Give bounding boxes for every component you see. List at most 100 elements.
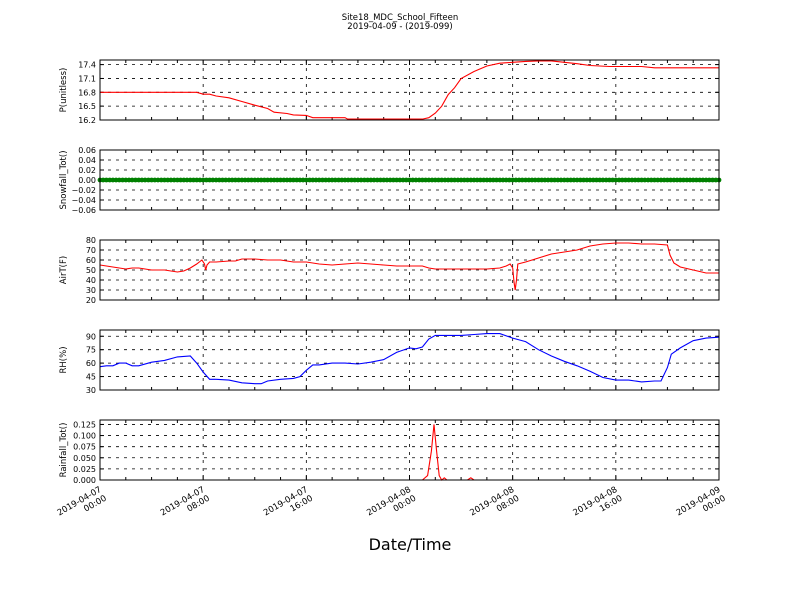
x-tick-label: 2019-04-0800:00 — [365, 485, 418, 527]
data-point — [278, 177, 283, 183]
y-tick-label: 90 — [86, 332, 96, 341]
data-point — [358, 177, 364, 183]
y-tick-label: 16.5 — [78, 102, 96, 111]
data-point — [197, 177, 203, 183]
y-axis-label: AirT(F) — [59, 256, 69, 284]
data-point — [384, 177, 390, 183]
x-tick-label: 2019-04-0808:00 — [468, 485, 521, 527]
data-point — [371, 177, 377, 183]
data-point — [519, 177, 525, 183]
data-point — [223, 177, 229, 183]
data-point — [184, 177, 190, 183]
y-tick-label: 75 — [86, 346, 96, 355]
panel-frame — [99, 59, 720, 121]
data-point — [681, 177, 686, 183]
y-tick-label: 0.100 — [73, 432, 96, 441]
data-point — [613, 177, 619, 183]
y-tick-label: −0.04 — [71, 196, 96, 205]
data-point — [397, 177, 403, 183]
data-point — [668, 177, 673, 183]
series-line — [99, 333, 720, 385]
y-tick-label: 50 — [86, 266, 96, 275]
panel-5: 0.000 0.025 0.050 0.075 0.100 0.125 Rainfall_T… — [59, 419, 720, 485]
data-point — [116, 177, 122, 183]
y-tick-label: 0.025 — [73, 465, 96, 474]
data-point — [345, 177, 351, 183]
data-point — [452, 177, 457, 183]
data-point — [168, 177, 174, 183]
y-tick-label: 40 — [86, 276, 96, 285]
data-point — [587, 177, 593, 183]
figure-title: Site18_MDC_School_Fifteen — [342, 13, 459, 23]
data-point — [426, 177, 432, 183]
panel-frame — [99, 149, 720, 211]
data-point — [142, 177, 148, 183]
y-tick-label: 0.06 — [78, 146, 96, 155]
data-point — [600, 177, 606, 183]
x-axis-label: Date/Time — [369, 535, 452, 554]
data-point — [694, 177, 699, 183]
y-tick-label: 80 — [86, 236, 96, 245]
y-tick-label: 0.125 — [73, 420, 96, 429]
data-point — [332, 177, 338, 183]
data-point — [236, 177, 242, 183]
y-tick-label: 16.8 — [78, 88, 96, 97]
y-tick-label: 16.2 — [78, 116, 96, 125]
x-tick-label: 2019-04-0900:00 — [675, 485, 728, 527]
y-tick-label: 30 — [86, 286, 96, 295]
y-tick-label: −0.06 — [71, 206, 96, 215]
data-point — [104, 177, 109, 183]
data-point — [545, 177, 551, 183]
data-point — [265, 177, 270, 183]
y-tick-label: 17.1 — [78, 74, 96, 83]
data-point — [129, 177, 135, 183]
y-tick-label: 20 — [86, 296, 96, 305]
y-tick-label: 0.00 — [78, 176, 96, 185]
y-tick-label: 30 — [86, 386, 96, 395]
data-point — [655, 177, 661, 183]
data-point — [478, 177, 483, 183]
data-point — [303, 177, 309, 183]
y-axis-label: Rainfall_Tot() — [59, 423, 69, 478]
panel-1: 16.2 16.5 16.8 17.1 17.4 P(unitless) — [59, 59, 720, 125]
x-tick-label: 2019-04-0716:00 — [262, 485, 315, 527]
panel-4: 30 45 60 75 90 RH(%) — [59, 329, 720, 395]
x-tick-label: 2019-04-0816:00 — [572, 485, 625, 527]
y-axis-label: P(unitless) — [59, 68, 69, 113]
data-point — [706, 177, 712, 183]
data-point — [291, 177, 296, 183]
y-tick-label: 0.02 — [78, 166, 96, 175]
series-line — [100, 424, 719, 481]
panel-frame — [99, 329, 720, 391]
data-point — [210, 177, 216, 183]
data-point — [642, 177, 648, 183]
y-tick-label: 17.4 — [78, 61, 96, 70]
y-tick-label: 0.075 — [73, 443, 96, 452]
y-axis-label: RH(%) — [59, 346, 69, 373]
y-tick-label: 0.04 — [78, 156, 96, 165]
y-tick-label: 60 — [86, 256, 96, 265]
series-line — [100, 60, 719, 120]
panel-frame — [99, 419, 720, 481]
panels: 16.216.516.817.117.4P(unitless)−0.06−0.0… — [59, 59, 722, 485]
data-point — [465, 177, 470, 183]
panel-2: −0.06−0.04−0.020.000.020.040.06 Snowfall_… — [59, 146, 722, 215]
data-point — [494, 177, 499, 183]
x-axis-tick-labels: 2019-04-0700:00 2019-04-0708:00 2019-04-07… — [56, 485, 728, 527]
y-tick-label: 70 — [86, 246, 96, 255]
data-point — [574, 177, 580, 183]
x-tick-label: 2019-04-0700:00 — [56, 485, 109, 527]
data-point — [249, 177, 254, 183]
data-point — [558, 177, 564, 183]
panel-frame — [99, 239, 720, 301]
data-point — [626, 177, 632, 183]
series-line — [99, 242, 719, 291]
data-point — [316, 177, 322, 183]
y-axis-label: Snowfall_Tot() — [59, 150, 69, 209]
data-point — [439, 177, 445, 183]
y-tick-label: 0.050 — [73, 454, 96, 463]
data-point — [507, 177, 512, 183]
y-tick-label: −0.02 — [71, 186, 96, 195]
